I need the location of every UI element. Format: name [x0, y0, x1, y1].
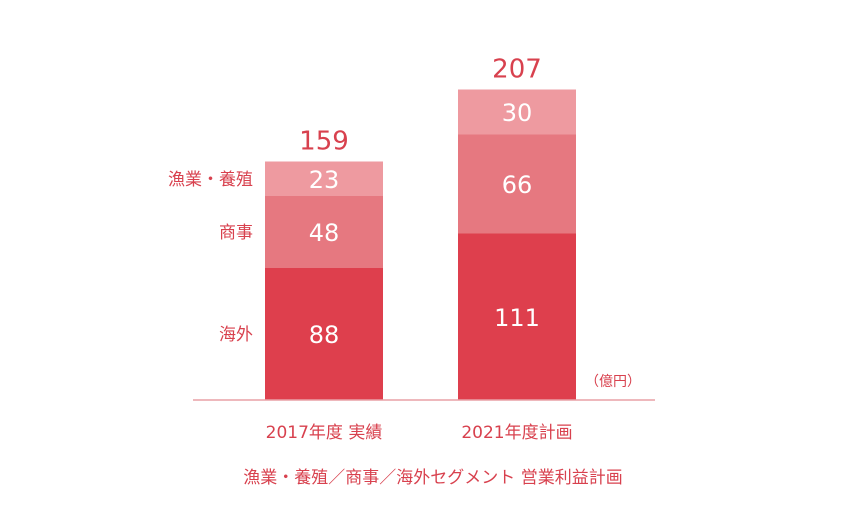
segment-value-label: 111	[494, 304, 540, 332]
segment-value-label: 23	[309, 166, 340, 194]
segment-value-label: 30	[502, 99, 533, 127]
bar-group	[265, 89, 576, 400]
bar-segment	[265, 268, 383, 400]
segment-label-group: 88 48 23 111 66 30	[309, 99, 540, 349]
bar-segment	[265, 161, 383, 196]
bar-segment	[458, 89, 576, 135]
bar-segment	[265, 196, 383, 268]
unit-label: （億円）	[585, 374, 641, 390]
series-label: 商事	[219, 223, 253, 243]
segment-value-label: 66	[502, 171, 533, 199]
total-value-label: 207	[492, 55, 542, 85]
series-label-group: 海外 商事 漁業・養殖	[168, 170, 253, 345]
chart-caption: 漁業・養殖／商事／海外セグメント 営業利益計画	[243, 468, 622, 488]
category-label: 2021年度計画	[461, 423, 572, 443]
segment-value-label: 88	[309, 321, 340, 349]
total-value-label: 159	[299, 127, 349, 157]
category-label-group: 2017年度 実績 2021年度計画	[266, 423, 573, 443]
total-label-group: 159 207	[299, 55, 542, 157]
series-label: 海外	[219, 325, 253, 345]
series-label: 漁業・養殖	[168, 170, 253, 190]
category-label: 2017年度 実績	[266, 423, 383, 443]
bar-segment	[458, 134, 576, 234]
segment-value-label: 48	[309, 219, 340, 247]
bar-segment	[458, 233, 576, 400]
